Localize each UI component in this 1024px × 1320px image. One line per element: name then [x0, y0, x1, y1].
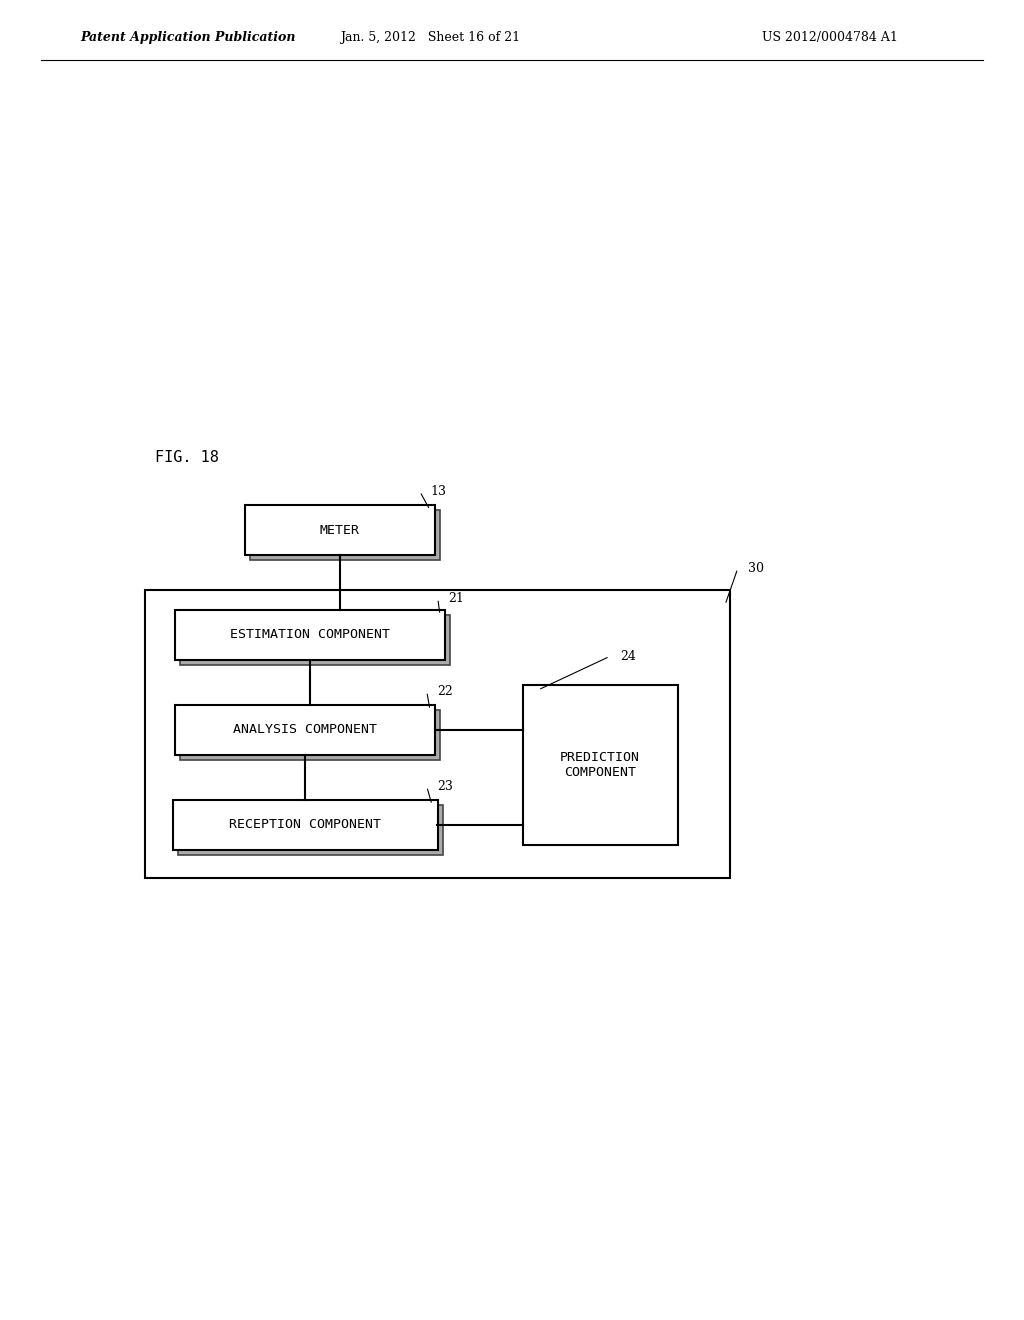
- Bar: [245, 506, 435, 554]
- Text: 30: 30: [748, 562, 764, 576]
- Bar: [180, 615, 450, 665]
- Text: 22: 22: [437, 685, 453, 698]
- Bar: [522, 685, 678, 845]
- Bar: [175, 610, 445, 660]
- Bar: [145, 590, 730, 878]
- Text: 24: 24: [620, 649, 636, 663]
- Text: RECEPTION COMPONENT: RECEPTION COMPONENT: [229, 818, 381, 832]
- Text: 13: 13: [430, 484, 446, 498]
- Bar: [180, 710, 440, 760]
- Text: ANALYSIS COMPONENT: ANALYSIS COMPONENT: [233, 723, 377, 737]
- Text: Jan. 5, 2012   Sheet 16 of 21: Jan. 5, 2012 Sheet 16 of 21: [340, 32, 520, 45]
- Text: PREDICTION
COMPONENT: PREDICTION COMPONENT: [560, 751, 640, 779]
- Bar: [177, 805, 442, 855]
- Text: US 2012/0004784 A1: US 2012/0004784 A1: [762, 32, 898, 45]
- Text: 23: 23: [437, 780, 453, 793]
- Bar: [250, 510, 440, 560]
- Text: Patent Application Publication: Patent Application Publication: [80, 32, 296, 45]
- Text: METER: METER: [319, 524, 360, 536]
- Bar: [175, 705, 435, 755]
- Text: 21: 21: [449, 591, 464, 605]
- Bar: [172, 800, 437, 850]
- Text: ESTIMATION COMPONENT: ESTIMATION COMPONENT: [230, 628, 390, 642]
- Text: FIG. 18: FIG. 18: [155, 450, 219, 466]
